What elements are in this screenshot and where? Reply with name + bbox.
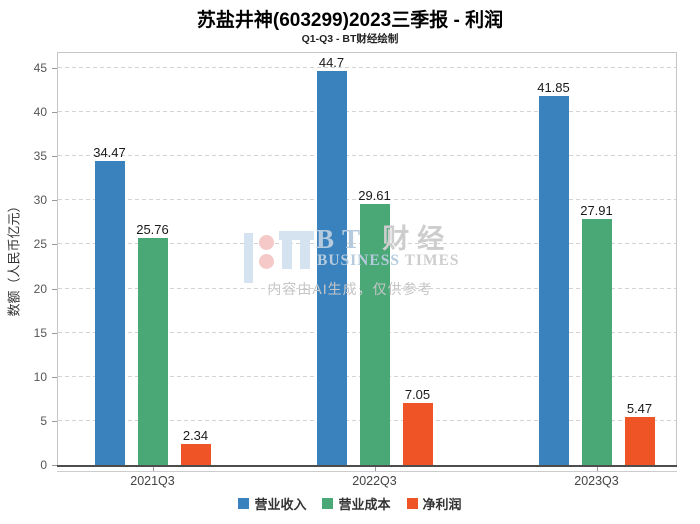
x-tick-mark bbox=[596, 467, 598, 471]
y-tick-mark bbox=[52, 376, 57, 378]
plot-left-spine bbox=[57, 52, 58, 465]
y-tick-label-25: 25 bbox=[33, 237, 47, 252]
x-tick-label-2023Q3: 2023Q3 bbox=[574, 474, 619, 488]
legend-label: 净利润 bbox=[422, 497, 462, 512]
y-tick-mark bbox=[52, 200, 57, 202]
bar-value-label: 44.7 bbox=[318, 54, 345, 70]
bar-value-label: 34.47 bbox=[93, 144, 126, 160]
y-tick-label-10: 10 bbox=[33, 369, 47, 384]
bar-净利润-2023Q3 bbox=[624, 416, 655, 465]
bar-营业收入-2023Q3 bbox=[538, 95, 569, 465]
y-tick-mark bbox=[52, 420, 57, 422]
bar-净利润-2021Q3 bbox=[180, 444, 211, 465]
bar-营业收入-2022Q3 bbox=[316, 70, 347, 465]
y-tick-mark bbox=[52, 156, 57, 158]
bar-value-label: 27.91 bbox=[580, 202, 613, 218]
y-tick-label-15: 15 bbox=[33, 325, 47, 340]
plot-area: 34.47 44.7 41.85 25.76 29.61 27.91 2.34 7.05 5.4… bbox=[58, 52, 676, 465]
chart-subtitle: Q1-Q3 - BT财经绘制 bbox=[301, 33, 399, 45]
y-tick-mark bbox=[52, 244, 57, 246]
legend: 营业收入 营业成本 净利润 bbox=[0, 494, 700, 513]
y-tick-mark bbox=[52, 288, 57, 290]
y-tick-label-45: 45 bbox=[33, 60, 47, 75]
legend-swatch-icon bbox=[238, 498, 250, 509]
x-tick-label-2022Q3: 2022Q3 bbox=[352, 474, 397, 488]
gridline-35 bbox=[58, 155, 676, 157]
y-tick-label-0: 0 bbox=[40, 458, 47, 472]
bar-value-label: 7.05 bbox=[404, 386, 431, 402]
x-tick-mark bbox=[152, 467, 154, 471]
gridline-40 bbox=[58, 111, 676, 113]
x-axis-line bbox=[57, 465, 677, 467]
bar-value-label: 25.76 bbox=[136, 221, 169, 237]
legend-item-净利润: 净利润 bbox=[406, 494, 462, 513]
x-axis-subline bbox=[57, 471, 677, 472]
y-tick-label-40: 40 bbox=[33, 105, 47, 119]
legend-label: 营业成本 bbox=[338, 497, 391, 512]
y-tick-mark bbox=[52, 332, 57, 334]
y-tick-label-30: 30 bbox=[33, 193, 47, 208]
bar-净利润-2022Q3 bbox=[402, 402, 433, 465]
y-tick-mark bbox=[52, 112, 57, 113]
y-tick-label-5: 5 bbox=[40, 413, 47, 428]
bar-value-label: 29.61 bbox=[358, 187, 391, 203]
bar-营业收入-2021Q3 bbox=[94, 160, 125, 465]
bar-营业成本-2022Q3 bbox=[359, 203, 390, 465]
legend-item-营业收入: 营业收入 bbox=[238, 494, 306, 513]
bar-营业成本-2023Q3 bbox=[581, 218, 612, 465]
y-tick-label-20: 20 bbox=[33, 281, 47, 296]
legend-item-营业成本: 营业成本 bbox=[322, 494, 391, 513]
y-tick-mark bbox=[52, 67, 57, 69]
bar-value-label: 5.47 bbox=[626, 400, 653, 416]
chart-title: 苏盐井神(603299)2023三季报 - 利润 bbox=[196, 10, 504, 31]
gridline-30 bbox=[58, 199, 676, 201]
x-tick-label-2021Q3: 2021Q3 bbox=[130, 474, 175, 488]
gridline-45 bbox=[58, 66, 676, 68]
legend-swatch-icon bbox=[406, 498, 418, 509]
y-axis-label: 数额（人民币亿元） bbox=[6, 199, 22, 317]
bar-value-label: 2.34 bbox=[182, 428, 209, 444]
x-tick-mark bbox=[374, 467, 376, 471]
plot-right-spine bbox=[676, 52, 677, 465]
plot-top-spine bbox=[57, 52, 677, 53]
legend-swatch-icon bbox=[322, 498, 334, 509]
y-tick-mark bbox=[52, 465, 57, 466]
y-tick-label-35: 35 bbox=[33, 149, 47, 164]
bar-营业成本-2021Q3 bbox=[137, 237, 168, 465]
legend-label: 营业收入 bbox=[254, 497, 307, 512]
bar-value-label: 41.85 bbox=[537, 79, 570, 95]
